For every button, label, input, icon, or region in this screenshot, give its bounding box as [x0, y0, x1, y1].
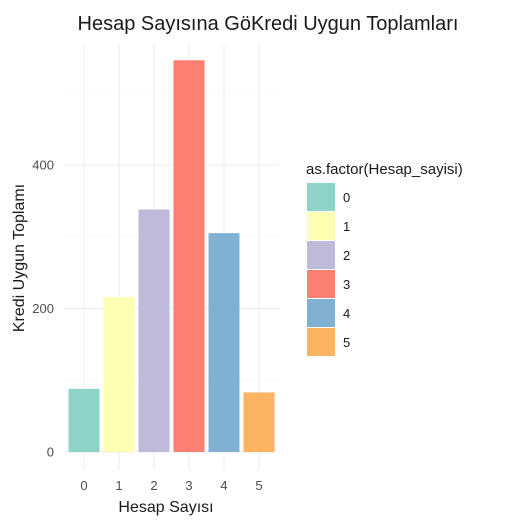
legend-label-3: 3	[343, 277, 350, 292]
legend-label-0: 0	[343, 190, 350, 205]
legend-swatch-4	[307, 299, 335, 327]
bars	[68, 60, 275, 453]
chart-title: Hesap Sayısına GöKredi Uygun Toplamları	[78, 13, 459, 35]
bar-0	[68, 388, 100, 452]
bar-1	[103, 297, 135, 452]
legend-label-5: 5	[343, 335, 350, 350]
bar-4	[208, 233, 240, 452]
legend-swatch-3	[307, 270, 335, 298]
legend-label-2: 2	[343, 248, 350, 263]
bar-3	[173, 60, 205, 453]
legend-label-4: 4	[343, 306, 350, 321]
y-tick-label: 400	[32, 158, 54, 173]
bar-2	[138, 209, 170, 452]
y-axis-title: Kredi Uygun Toplamı	[11, 184, 28, 332]
legend-title: as.factor(Hesap_sayisi)	[306, 161, 463, 178]
x-axis-title: Hesap Sayısı	[118, 499, 213, 516]
y-tick-label: 200	[32, 301, 54, 316]
legend-swatch-5	[307, 328, 335, 356]
x-tick-label: 5	[255, 478, 262, 493]
x-tick-label: 0	[80, 478, 87, 493]
y-tick-label: 0	[47, 445, 54, 460]
x-tick-label: 2	[150, 478, 157, 493]
legend-label-1: 1	[343, 219, 350, 234]
x-tick-label: 3	[185, 478, 192, 493]
bar-5	[243, 392, 275, 452]
legend: 0 1 2 3 4 5	[307, 183, 350, 356]
x-axis-ticks: 0 1 2 3 4 5	[80, 478, 262, 493]
y-axis-ticks: 0 200 400	[32, 158, 54, 460]
legend-swatch-0	[307, 183, 335, 211]
legend-swatch-2	[307, 241, 335, 269]
x-tick-label: 4	[220, 478, 227, 493]
x-tick-label: 1	[115, 478, 122, 493]
legend-swatch-1	[307, 212, 335, 240]
